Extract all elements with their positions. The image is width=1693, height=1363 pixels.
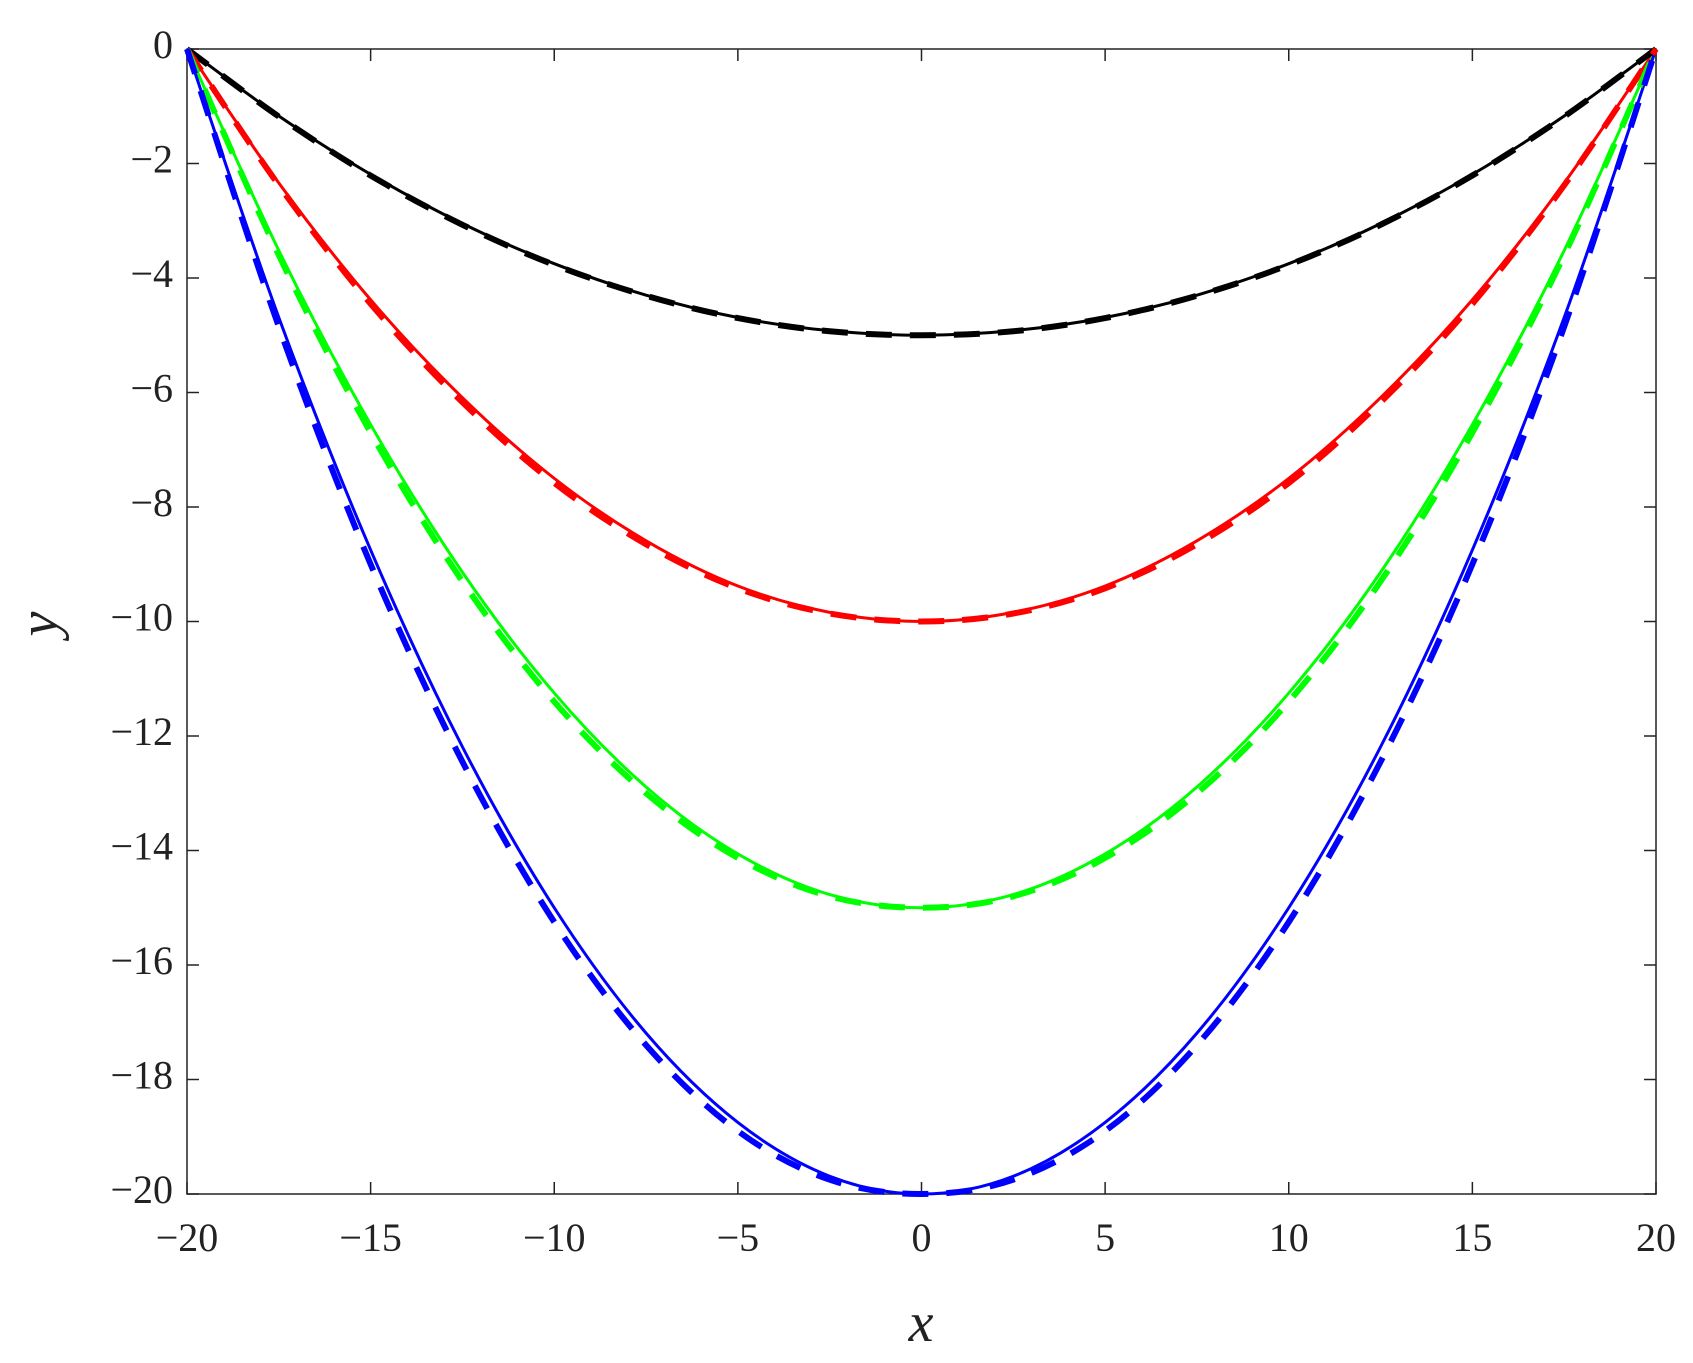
y-tick-label: −4: [130, 251, 173, 296]
y-tick-label: −16: [110, 938, 173, 983]
dashed-line: [184, 47, 1659, 625]
x-tick-label: 5: [1095, 1215, 1115, 1260]
x-tick-label: 20: [1636, 1215, 1676, 1260]
y-tick-label: −14: [110, 824, 173, 869]
x-tick-label: −20: [156, 1215, 219, 1260]
y-tick-label: −6: [130, 366, 173, 411]
x-tick-label: −5: [717, 1215, 760, 1260]
dashed-line: [184, 48, 1659, 1198]
x-tick-label: −10: [523, 1215, 586, 1260]
solid-line: [185, 48, 1658, 910]
y-tick-label: −10: [110, 595, 173, 640]
x-tick-label: 10: [1269, 1215, 1309, 1260]
y-tick-label: −20: [110, 1167, 173, 1212]
y-tick-label: −8: [130, 480, 173, 525]
y-tick-label: 0: [153, 22, 173, 67]
y-axis-label: y: [8, 611, 70, 641]
dashed-line: [185, 46, 1658, 339]
x-tick-label: 15: [1452, 1215, 1492, 1260]
y-tick-label: −18: [110, 1053, 173, 1098]
solid-line: [186, 47, 1657, 337]
y-tick-label: −2: [130, 137, 173, 182]
x-tick-label: −15: [339, 1215, 402, 1260]
x-tick-label: 0: [912, 1215, 932, 1260]
dashed-line: [184, 47, 1659, 911]
y-tick-label: −12: [110, 709, 173, 754]
x-axis-label: x: [908, 1292, 934, 1354]
